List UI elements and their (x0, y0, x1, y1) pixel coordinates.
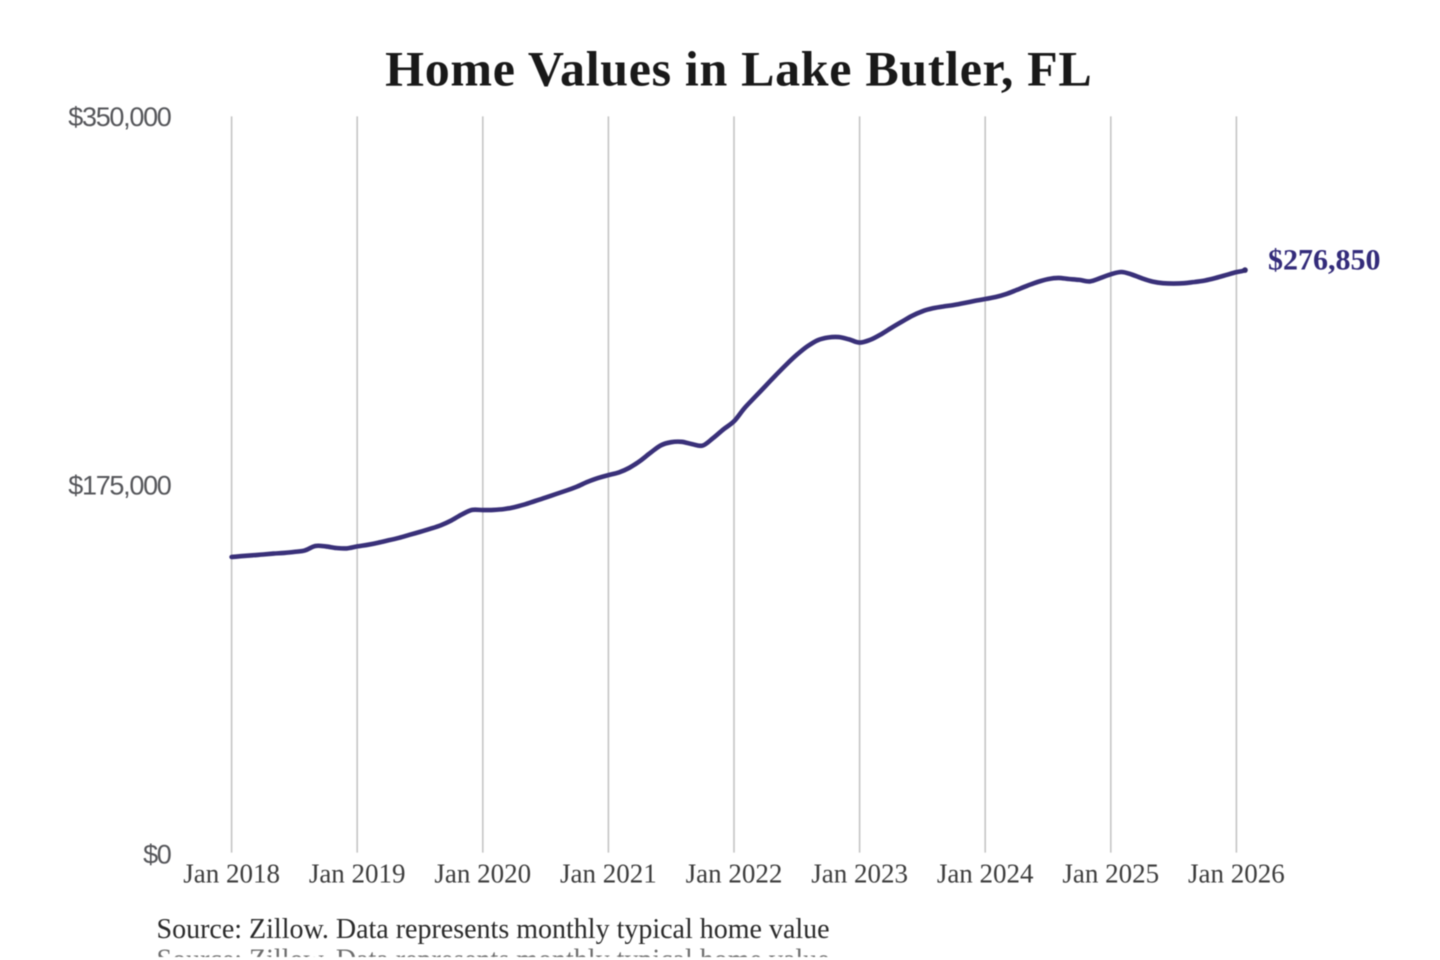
svg-text:Source: Zillow. Data represent: Source: Zillow. Data represents monthly … (157, 945, 830, 960)
svg-text:Jan 2026: Jan 2026 (1188, 859, 1285, 889)
svg-text:Jan 2025: Jan 2025 (1062, 859, 1159, 889)
svg-text:Jan 2020: Jan 2020 (434, 859, 531, 889)
svg-text:$175,000: $175,000 (68, 470, 170, 500)
svg-text:$0: $0 (143, 839, 171, 869)
svg-text:Jan 2022: Jan 2022 (686, 859, 783, 889)
svg-text:Source: Zillow. Data represent: Source: Zillow. Data represents monthly … (157, 914, 830, 945)
svg-text:Home Values in Lake Butler, FL: Home Values in Lake Butler, FL (385, 41, 1092, 97)
svg-text:$350,000: $350,000 (68, 102, 170, 132)
svg-text:Jan 2023: Jan 2023 (811, 859, 908, 889)
svg-text:Jan 2021: Jan 2021 (560, 859, 657, 889)
svg-text:$276,850: $276,850 (1268, 243, 1381, 276)
svg-text:Jan 2024: Jan 2024 (937, 859, 1034, 889)
svg-text:Jan 2018: Jan 2018 (183, 859, 280, 889)
svg-text:Jan 2019: Jan 2019 (309, 859, 406, 889)
